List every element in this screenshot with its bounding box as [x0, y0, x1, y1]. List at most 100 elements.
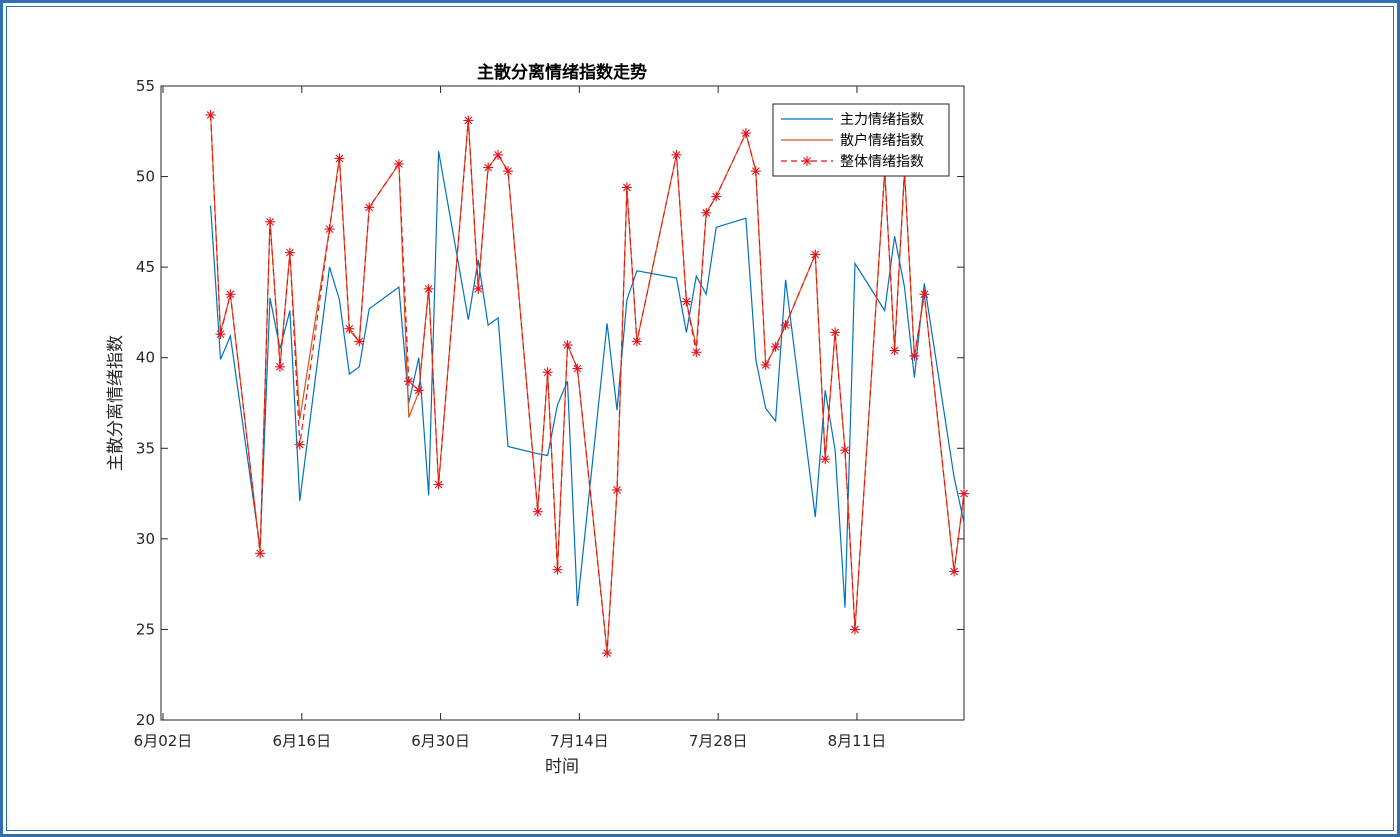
data-point-marker [552, 564, 563, 575]
data-point-marker [740, 128, 751, 139]
data-point-marker [274, 361, 285, 372]
marker-stroke [632, 337, 641, 346]
data-point-marker [810, 249, 821, 260]
data-point-marker [354, 336, 365, 347]
marker-stroke [335, 154, 344, 163]
marker-stroke [504, 167, 512, 176]
marker-stroke [563, 341, 572, 349]
marker-stroke [266, 217, 274, 226]
marker-stroke [216, 330, 225, 339]
marker-stroke [960, 489, 968, 498]
y-tick-label: 30 [136, 530, 155, 548]
marker-stroke [464, 116, 473, 125]
marker-stroke [910, 352, 919, 360]
data-point-marker [205, 109, 216, 120]
marker-stroke [811, 250, 820, 259]
data-point-marker [820, 454, 831, 465]
marker-stroke [345, 324, 354, 333]
x-tick-label: 6月16日 [272, 732, 331, 750]
data-point-marker [344, 323, 355, 334]
marker-stroke [365, 203, 374, 212]
marker-stroke [474, 284, 483, 293]
data-point-marker [889, 345, 900, 356]
data-point-marker [265, 216, 276, 227]
data-point-marker [562, 340, 573, 351]
data-point-marker [334, 153, 345, 164]
y-tick-label: 25 [136, 620, 155, 638]
data-point-marker [572, 363, 583, 374]
legend-asterisk [802, 156, 812, 166]
overall-line [210, 114, 965, 654]
series-markers [205, 109, 969, 658]
data-point-marker [423, 283, 434, 294]
marker-stroke [623, 183, 631, 192]
marker-stroke [543, 368, 552, 377]
data-point-marker [780, 320, 791, 331]
data-point-marker [770, 341, 781, 352]
data-point-marker [502, 166, 513, 177]
data-point-marker [701, 207, 712, 218]
x-tick-label: 7月28日 [689, 732, 748, 750]
data-point-marker [413, 385, 424, 396]
x-tick-label: 7月14日 [550, 732, 609, 750]
marker-stroke [404, 377, 413, 386]
data-point-marker [364, 202, 375, 213]
y-tick-label: 50 [136, 168, 155, 186]
y-axis-label: 主散分离情绪指数 [106, 335, 126, 471]
marker-stroke [256, 549, 265, 558]
marker-stroke [771, 342, 780, 351]
legend-marker-overall [802, 156, 812, 166]
data-point-marker [840, 445, 851, 456]
marker-stroke [841, 446, 849, 454]
marker-stroke [325, 225, 334, 233]
y-tick-label: 40 [136, 349, 155, 367]
data-point-marker [671, 149, 682, 160]
data-point-marker [542, 367, 553, 378]
marker-stroke [533, 507, 542, 516]
data-point-marker [602, 647, 613, 658]
data-point-marker [294, 439, 305, 450]
legend-label-retail: 散户情绪指数 [840, 132, 924, 149]
data-point-marker [760, 359, 771, 370]
data-point-marker [612, 484, 623, 495]
marker-stroke [494, 150, 502, 159]
data-point-marker [681, 296, 692, 307]
data-point-marker [493, 149, 504, 160]
marker-stroke [276, 362, 284, 371]
legend: 主力情绪指数 散户情绪指数 整体情绪指数 [772, 103, 950, 177]
y-tick-label: 35 [136, 439, 155, 457]
marker-stroke [890, 346, 899, 355]
data-point-marker [631, 336, 642, 347]
y-tick-label: 20 [136, 711, 155, 729]
data-point-marker [691, 347, 702, 358]
marker-stroke [206, 111, 215, 119]
marker-stroke [742, 129, 750, 137]
marker-stroke [355, 337, 364, 346]
data-point-marker [284, 247, 295, 258]
data-point-marker [483, 162, 494, 173]
marker-stroke [692, 348, 701, 357]
data-point-marker [849, 624, 860, 635]
marker-stroke [821, 455, 830, 464]
data-point-marker [215, 329, 226, 340]
legend-label-main: 主力情绪指数 [840, 112, 924, 128]
data-point-marker [324, 224, 335, 235]
data-point-marker [621, 182, 632, 193]
marker-stroke [831, 328, 840, 337]
marker-stroke [702, 208, 711, 217]
marker-stroke [672, 150, 681, 159]
marker-stroke [424, 284, 433, 293]
marker-stroke [950, 567, 958, 576]
data-point-marker [393, 158, 404, 169]
y-tick-label: 45 [136, 258, 155, 276]
data-point-marker [225, 289, 236, 300]
marker-stroke [553, 565, 562, 574]
series-lines [210, 113, 965, 654]
data-point-marker [711, 191, 722, 202]
data-point-marker [403, 376, 414, 387]
marker-stroke [613, 486, 621, 494]
marker-stroke [573, 364, 582, 373]
marker-stroke [920, 290, 929, 299]
